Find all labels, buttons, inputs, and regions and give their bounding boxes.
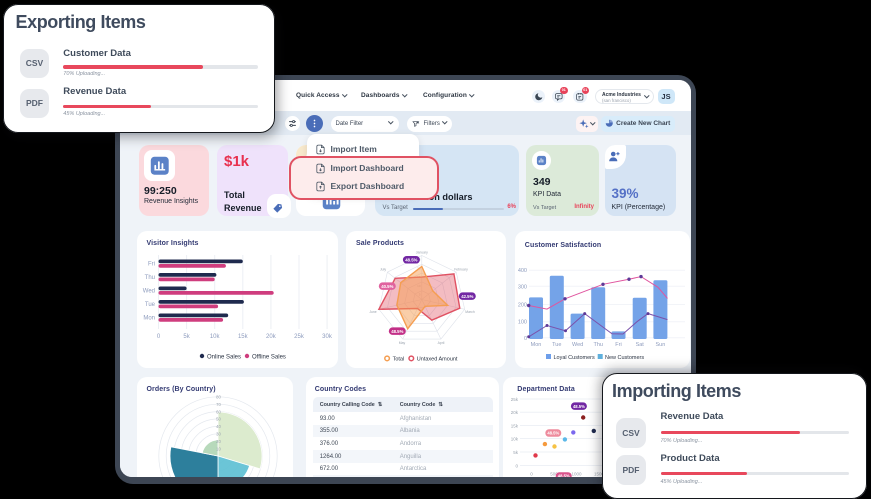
svg-text:Thu: Thu — [593, 342, 602, 348]
svg-text:5k: 5k — [514, 450, 520, 455]
svg-text:June: June — [369, 310, 376, 314]
svg-text:42.5%: 42.5% — [461, 294, 473, 299]
svg-text:Fri: Fri — [615, 342, 621, 348]
svg-text:20k: 20k — [266, 334, 277, 340]
svg-text:50: 50 — [216, 417, 221, 422]
svg-text:60: 60 — [216, 409, 221, 414]
svg-text:Sun: Sun — [655, 342, 665, 348]
svg-text:Mon: Mon — [530, 342, 541, 348]
svg-text:25k: 25k — [294, 334, 305, 340]
svg-text:April: April — [438, 341, 445, 345]
svg-text:May: May — [399, 341, 406, 345]
svg-text:Fri: Fri — [148, 262, 155, 268]
svg-text:Loyal Customers: Loyal Customers — [553, 355, 595, 361]
svg-text:80: 80 — [216, 395, 221, 400]
svg-text:March: March — [465, 310, 475, 314]
svg-text:15k: 15k — [511, 424, 519, 429]
svg-text:Mon: Mon — [143, 316, 155, 322]
svg-text:30: 30 — [216, 432, 221, 437]
svg-text:Tue: Tue — [144, 302, 155, 308]
svg-text:30k: 30k — [322, 334, 333, 340]
svg-text:0: 0 — [524, 336, 527, 342]
svg-text:500: 500 — [551, 472, 559, 477]
svg-text:Online Sales: Online Sales — [207, 355, 241, 361]
svg-text:Tue: Tue — [552, 342, 561, 348]
svg-text:20: 20 — [216, 439, 221, 444]
svg-text:Wed: Wed — [572, 342, 583, 348]
svg-text:February: February — [454, 268, 468, 272]
svg-text:Untaxed Amount: Untaxed Amount — [417, 357, 458, 363]
svg-text:10k: 10k — [209, 334, 220, 340]
svg-text:5k: 5k — [183, 334, 190, 340]
svg-text:200: 200 — [518, 303, 527, 309]
svg-text:January: January — [416, 251, 428, 255]
svg-text:1000: 1000 — [572, 472, 583, 477]
svg-text:0: 0 — [531, 472, 534, 477]
svg-text:July: July — [380, 268, 386, 272]
svg-text:400: 400 — [518, 268, 527, 274]
svg-text:40.5%: 40.5% — [381, 284, 393, 289]
svg-text:25k: 25k — [511, 397, 519, 402]
svg-text:70: 70 — [216, 402, 221, 407]
svg-text:Thu: Thu — [144, 275, 154, 281]
svg-text:300: 300 — [518, 284, 527, 290]
svg-text:0: 0 — [156, 334, 160, 340]
svg-text:15k: 15k — [237, 334, 248, 340]
svg-text:Offline Sales: Offline Sales — [252, 355, 286, 361]
svg-text:Sat: Sat — [635, 342, 644, 348]
svg-text:20k: 20k — [511, 410, 519, 415]
svg-text:0: 0 — [516, 464, 519, 469]
svg-text:Wed: Wed — [142, 289, 154, 295]
svg-text:100: 100 — [518, 320, 527, 326]
svg-text:48.5%: 48.5% — [573, 404, 585, 409]
svg-text:1500: 1500 — [594, 472, 605, 477]
svg-text:New Customers: New Customers — [605, 355, 644, 361]
svg-text:10: 10 — [216, 446, 221, 451]
svg-text:48.5%: 48.5% — [391, 329, 403, 334]
svg-text:10k: 10k — [511, 437, 519, 442]
svg-text:48.5%: 48.5% — [548, 431, 560, 436]
svg-text:40: 40 — [216, 424, 221, 429]
svg-text:Total: Total — [393, 357, 405, 363]
svg-text:48.5%: 48.5% — [558, 474, 570, 477]
svg-text:48.5%: 48.5% — [405, 258, 417, 263]
